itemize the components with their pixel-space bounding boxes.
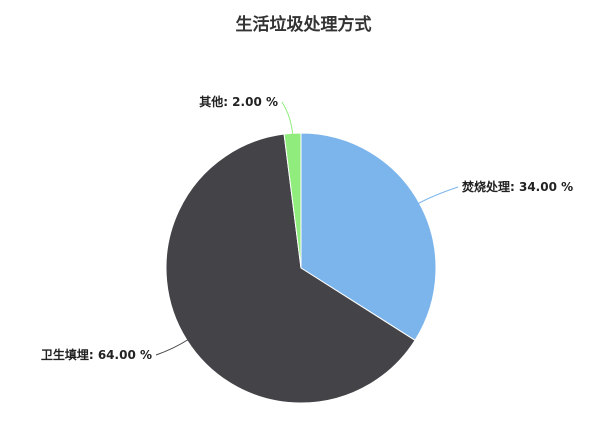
connector-line-0 bbox=[417, 186, 459, 205]
data-label-2: 其他: 2.00 % bbox=[199, 94, 278, 109]
chart-title: 生活垃圾处理方式 bbox=[235, 15, 372, 35]
data-label-1: 卫生填埋: 64.00 % bbox=[41, 347, 152, 362]
data-label-0: 焚烧处理: 34.00 % bbox=[461, 179, 573, 194]
connector-line-2 bbox=[281, 101, 294, 136]
connector-line-1 bbox=[155, 338, 189, 356]
